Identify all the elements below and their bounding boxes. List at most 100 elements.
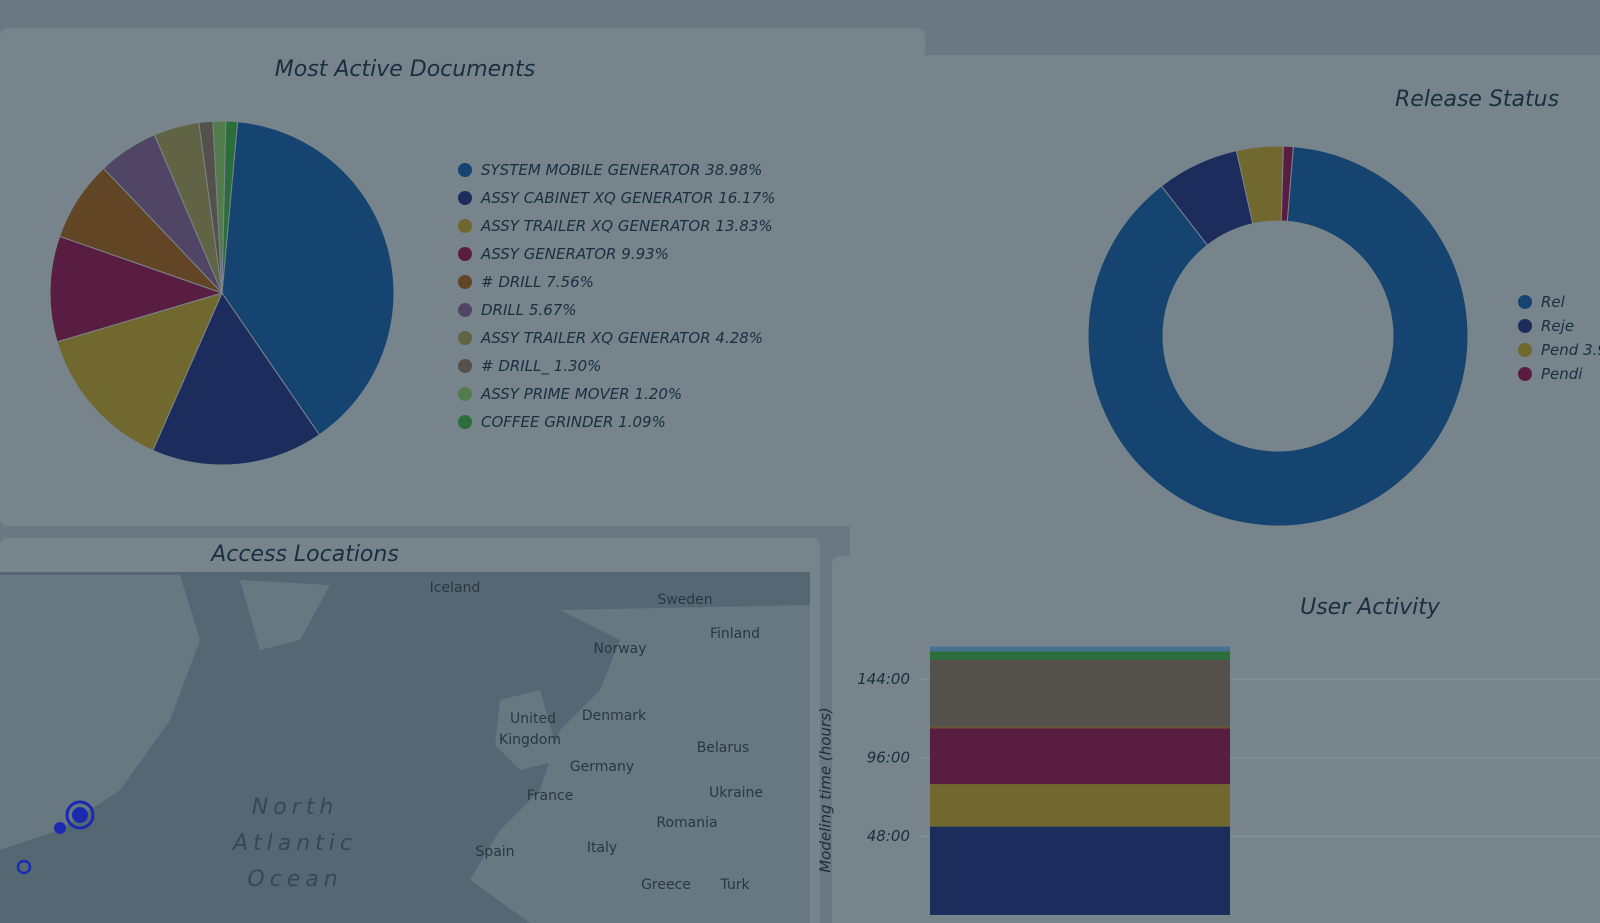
location-marker [65,800,95,830]
legend-marker [458,163,472,177]
map-label: Romania [656,815,717,831]
legend-name: # DRILL_ [481,357,549,376]
legend-name: # DRILL [481,273,541,291]
map-label: Turk [719,877,750,893]
bar-segment [930,659,1230,727]
slice [56,292,223,452]
y-tick-label: 96:00 [867,748,910,766]
map-label: Iceland [430,580,481,596]
legend-name: COFFEE GRINDER [481,413,613,431]
legend-entry: Rel [1541,293,1566,311]
map-label: Finland [710,626,760,642]
map-label: Norway [593,641,646,657]
bar-segment [930,728,1230,785]
legend-marker [458,247,472,261]
bar-segment [930,646,1230,652]
legend-marker [1518,295,1532,309]
legend-name: ASSY TRAILER XQ GENERATOR [480,217,711,235]
legend-marker [1518,343,1532,357]
land [470,605,810,923]
legend-value: 38.98% [705,161,762,179]
legend-name: DRILL [481,301,524,319]
legend-value: 13.83% [715,217,772,235]
map-label: Belarus [697,740,750,756]
legend-marker [1518,319,1532,333]
map-label: Ukraine [709,785,763,801]
legend-marker [458,387,472,401]
legend-entry: ASSY TRAILER XQ GENERATOR 4.28% [480,329,763,347]
map-label: Kingdom [499,732,561,748]
legend-entry: Pend 3.97 [1541,341,1600,359]
legend-value: 5.67% [529,301,577,319]
legend-entry: ASSY CABINET XQ GENERATOR 16.17% [480,189,775,207]
legend-value: 9.93% [621,245,669,263]
panel-title: Access Locations [209,542,399,567]
land [495,690,560,770]
legend-entry: SYSTEM MOBILE GENERATOR 38.98% [481,161,762,179]
y-tick-label: 48:00 [867,827,910,845]
legend-entry: # DRILL_ 1.30% [481,357,601,376]
legend-marker [458,331,472,345]
map-label: United [510,711,556,727]
legend-entry: ASSY PRIME MOVER 1.20% [480,385,682,403]
bar-segment [930,651,1230,660]
slice [1087,146,1469,527]
legend-name: ASSY PRIME MOVER [480,385,630,403]
legend-name: ASSY TRAILER XQ GENERATOR [480,329,711,347]
ocean-label: Atlantic [231,831,357,856]
location-marker [72,807,88,823]
legend-marker [1518,367,1532,381]
legend-value: 1.30% [554,357,602,375]
legend-value: 3.97 [1583,341,1600,359]
map-label: Greece [641,877,691,893]
map-label: France [527,788,574,804]
slice [221,120,239,294]
legend-name: ASSY GENERATOR [480,245,616,263]
legend-name: SYSTEM MOBILE GENERATOR [481,161,700,179]
legend-entry: Pendi [1541,365,1583,383]
legend-entry: # DRILL 7.56% [481,273,594,291]
legend-marker [458,415,472,429]
y-tick-label: 144:00 [857,670,910,688]
legend-name: ASSY CABINET XQ GENERATOR [480,189,713,207]
legend-entry: ASSY TRAILER XQ GENERATOR 13.83% [480,217,773,235]
panel-title: User Activity [1300,595,1441,620]
location-marker [16,859,32,875]
slice [152,291,321,466]
legend-name: Pend [1541,341,1579,359]
bar-segment [930,784,1230,827]
map-label: Spain [475,844,514,860]
slice [49,235,224,343]
legend-value: 1.09% [618,413,666,431]
legend-entry: COFFEE GRINDER 1.09% [481,413,666,431]
legend-value: 1.20% [634,385,682,403]
y-axis-label: Modeling time (hours) [817,707,835,873]
map-label: Italy [587,840,617,856]
legend-entry: ASSY GENERATOR 9.93% [480,245,669,263]
land [240,580,330,650]
slice [1280,145,1294,222]
ocean-label: North [252,795,339,820]
map-label: Sweden [657,592,712,608]
legend-marker [458,191,472,205]
bar-segment [930,826,1230,915]
panel-title: Most Active Documents [275,57,535,82]
ocean-label: Ocean [247,867,342,892]
legend-value: 4.28% [715,329,763,347]
legend-name: Pendi [1541,365,1583,383]
legend-marker [458,219,472,233]
map [0,572,810,923]
legend-value: 16.17% [718,189,775,207]
legend-marker [458,359,472,373]
legend-name: Rel [1541,293,1566,311]
legend-name: Reje [1541,317,1574,335]
land [0,575,200,850]
map-label: Denmark [582,708,647,724]
legend-marker [458,303,472,317]
slice [221,121,395,436]
legend-entry: DRILL 5.67% [481,301,577,319]
panel-title: Release Status [1395,87,1559,112]
location-marker [54,822,66,834]
